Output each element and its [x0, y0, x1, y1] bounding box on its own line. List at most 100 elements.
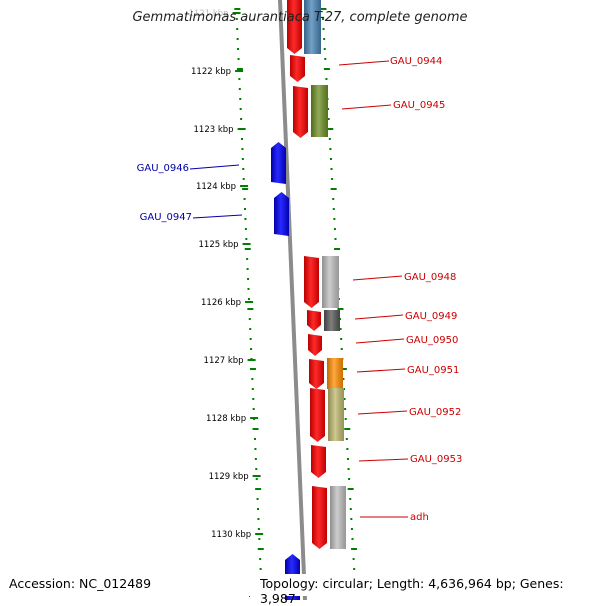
- tick-mark: [323, 38, 326, 40]
- tick-mark: [334, 238, 337, 240]
- tick-mark: [339, 328, 342, 330]
- tick-mark: [348, 478, 351, 480]
- genome-backbone: [278, 0, 307, 600]
- tick-mark: [349, 498, 352, 500]
- forward-gene-arrow: [309, 359, 324, 389]
- tick-mark: [334, 248, 341, 250]
- tick-mark: [340, 338, 343, 340]
- cog-box-shading: [327, 358, 343, 389]
- tick-mark: [257, 548, 264, 550]
- tick-mark: [244, 218, 247, 220]
- kbp-major-tick: [250, 417, 259, 419]
- tick-mark: [257, 528, 260, 530]
- tick-mark: [247, 298, 250, 300]
- tick-mark: [254, 448, 257, 450]
- tick-mark: [245, 238, 248, 240]
- tick-mark: [240, 138, 243, 140]
- tick-mark: [242, 168, 245, 170]
- leader-line: [355, 338, 405, 344]
- kbp-label: 1129 kbp: [209, 472, 249, 482]
- cog-box-shading: [304, 0, 321, 54]
- genome-title: Gemmatimonas aurantiaca T-27, complete g…: [132, 10, 468, 25]
- gene-label-gau-0946[interactable]: GAU_0946: [137, 163, 189, 174]
- tick-mark: [252, 398, 255, 400]
- tick-mark: [235, 18, 238, 20]
- tick-mark: [239, 108, 242, 110]
- gene-label-gau-0952[interactable]: GAU_0952: [409, 407, 461, 418]
- tick-mark: [252, 428, 259, 430]
- tick-mark: [340, 368, 347, 370]
- tick-mark: [324, 58, 327, 60]
- tick-mark: [244, 228, 247, 230]
- kbp-label: 1127 kbp: [204, 356, 244, 366]
- reverse-gene-arrow: [271, 142, 286, 184]
- forward-gene-arrow: [307, 310, 321, 331]
- gene-label-adh[interactable]: adh: [410, 512, 429, 523]
- gene-label-gau-0944[interactable]: GAU_0944: [390, 56, 442, 67]
- kbp-label: 1124 kbp: [196, 182, 236, 192]
- kbp-label: 1122 kbp: [191, 67, 231, 77]
- cog-box-shading: [324, 310, 340, 331]
- gene-label-gau-0950[interactable]: GAU_0950: [406, 335, 458, 346]
- topology-text: Topology: circular; Length: 4,636,964 bp…: [260, 576, 564, 606]
- tick-mark: [251, 388, 254, 390]
- tick-mark: [329, 158, 332, 160]
- gene-label-gau-0945[interactable]: GAU_0945: [393, 100, 445, 111]
- tick-mark: [236, 38, 239, 40]
- forward-gene-arrow: [293, 86, 308, 138]
- tick-mark: [329, 148, 332, 150]
- cog-box-shading: [328, 388, 344, 441]
- tick-mark: [332, 208, 335, 210]
- tick-mark: [351, 538, 354, 540]
- kbp-major-tick: [242, 243, 251, 245]
- cog-box-shading: [311, 85, 328, 137]
- tick-mark: [342, 378, 345, 380]
- gene-label-gau-0951[interactable]: GAU_0951: [407, 365, 459, 376]
- tick-mark: [320, 8, 327, 10]
- tick-mark: [242, 188, 249, 190]
- tick-mark: [238, 88, 241, 90]
- tick-mark: [247, 288, 250, 290]
- kbp-major-tick: [235, 70, 244, 72]
- kbp-label: 1121 kbp: [189, 9, 229, 19]
- tick-mark: [249, 338, 252, 340]
- gene-label-gau-0949[interactable]: GAU_0949: [405, 311, 457, 322]
- tick-mark: [249, 328, 252, 330]
- leader-line: [192, 214, 243, 219]
- leader-line: [354, 314, 404, 320]
- leader-line: [358, 458, 409, 462]
- tick-mark: [251, 378, 254, 380]
- tick-mark: [328, 138, 331, 140]
- leader-line: [189, 164, 240, 170]
- tick-mark: [239, 98, 242, 100]
- tick-mark: [258, 538, 261, 540]
- tick-mark: [353, 568, 356, 570]
- tick-mark: [246, 268, 249, 270]
- tick-mark: [244, 208, 247, 210]
- forward-gene-arrow: [304, 256, 319, 308]
- tick-mark: [327, 108, 330, 110]
- tick-mark: [343, 398, 346, 400]
- tick-mark: [351, 548, 358, 550]
- kbp-major-tick: [245, 301, 254, 303]
- tick-mark: [323, 48, 326, 50]
- tick-mark: [350, 518, 353, 520]
- tick-mark: [352, 558, 355, 560]
- gene-label-gau-0953[interactable]: GAU_0953: [410, 454, 462, 465]
- kbp-label: 1126 kbp: [201, 298, 241, 308]
- tick-mark: [344, 408, 347, 410]
- forward-gene-arrow: [311, 445, 326, 478]
- tick-mark: [241, 148, 244, 150]
- gene-label-gau-0947[interactable]: GAU_0947: [140, 212, 192, 223]
- tick-mark: [259, 568, 262, 570]
- tick-mark: [244, 248, 251, 250]
- tick-mark: [237, 48, 240, 50]
- tick-mark: [345, 438, 348, 440]
- tick-mark: [256, 498, 259, 500]
- leader-line: [341, 104, 392, 110]
- tick-mark: [236, 28, 239, 30]
- tick-mark: [332, 198, 335, 200]
- tick-mark: [349, 508, 352, 510]
- gene-label-gau-0948[interactable]: GAU_0948: [404, 272, 456, 283]
